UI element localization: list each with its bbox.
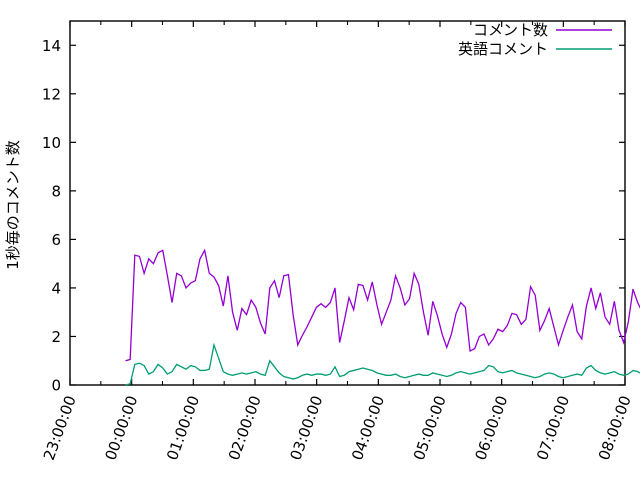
y-tick-label: 8 [51,182,61,200]
series-line-english-comments [125,342,640,386]
y-tick-label: 14 [42,37,61,55]
y-tick-label: 10 [42,134,61,152]
y-tick-label: 0 [51,377,61,395]
y-axis-ticks: 0 2 4 6 8 10 12 14 [42,37,625,395]
legend-label: コメント数 [473,21,548,39]
y-tick-label: 4 [51,279,61,297]
y-axis-title: 1秒毎のコメント数 [4,140,22,270]
y-tick-label: 12 [42,85,61,103]
legend-label: 英語コメント [458,40,548,58]
y-tick-label: 2 [51,328,61,346]
plot-border [69,20,626,386]
y-tick-label: 6 [51,231,61,249]
series-line-comments [125,248,640,362]
series-layer [125,248,640,386]
